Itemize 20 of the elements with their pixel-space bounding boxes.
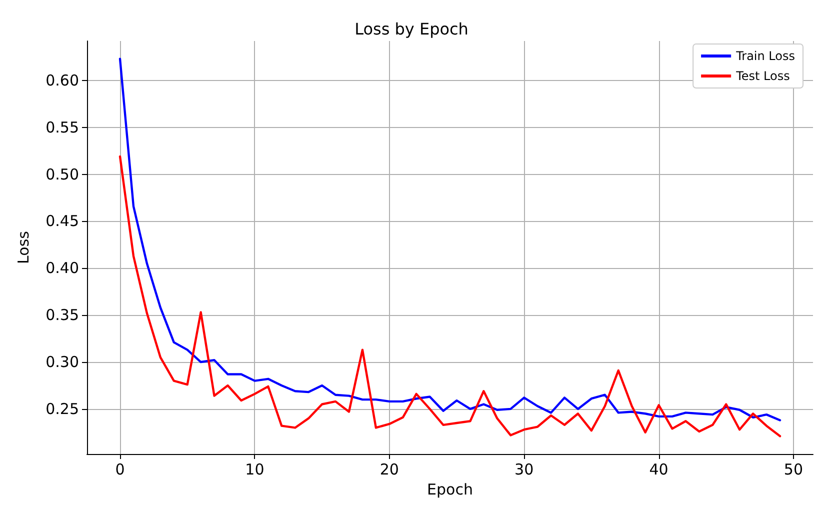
x-tick-label: 0: [115, 460, 125, 478]
x-tick-label: 10: [245, 460, 264, 478]
chart-title: Loss by Epoch: [354, 20, 468, 38]
y-tick-label: 0.25: [46, 400, 79, 418]
x-tick-label: 50: [784, 460, 804, 478]
x-tick-label: 20: [380, 460, 399, 478]
y-tick-label: 0.55: [46, 118, 79, 136]
y-tick-label: 0.60: [46, 71, 79, 90]
legend-label: Train Loss: [735, 49, 796, 63]
y-tick-label: 0.45: [46, 212, 79, 230]
y-tick-label: 0.40: [46, 259, 79, 278]
x-axis-title: Epoch: [427, 480, 473, 498]
line-series: [118, 155, 782, 438]
y-tick-label: 0.35: [46, 306, 79, 324]
y-tick-label: 0.50: [46, 165, 79, 184]
x-tick-label: 30: [514, 460, 534, 478]
y-axis-title: Loss: [14, 230, 32, 264]
legend-label: Test Loss: [735, 69, 790, 83]
y-tick-label: 0.30: [46, 353, 79, 372]
x-tick-label: 40: [649, 460, 668, 478]
